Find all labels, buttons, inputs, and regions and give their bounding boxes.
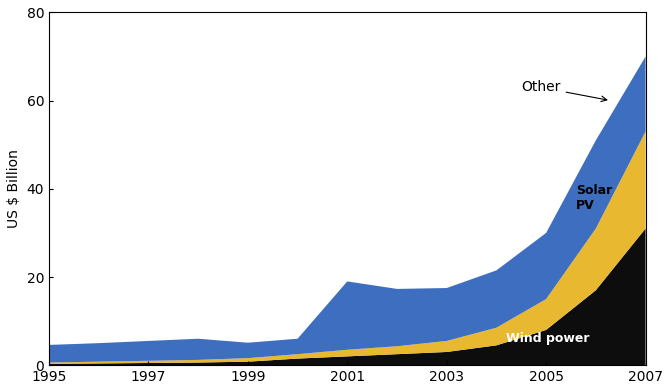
Text: Solar
PV: Solar PV <box>576 184 612 212</box>
Y-axis label: US $ Billion: US $ Billion <box>7 149 21 228</box>
Text: Wind power: Wind power <box>507 332 590 345</box>
Text: Other: Other <box>521 81 607 102</box>
